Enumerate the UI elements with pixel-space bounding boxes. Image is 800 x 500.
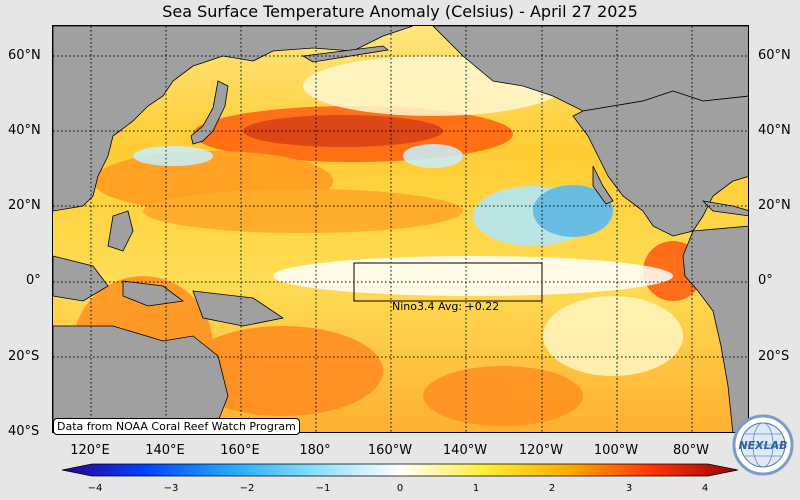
baja-california [592, 165, 614, 205]
new-guinea [192, 290, 285, 327]
colorbar-tick-0: 0 [396, 483, 404, 494]
colorbar-tick-2: 2 [548, 483, 556, 494]
logo-text: NEXLAB [738, 439, 787, 452]
lon-label-140e: 140°E [145, 443, 185, 458]
nexlab-logo: NEXLAB [732, 414, 794, 476]
australia [53, 325, 229, 432]
sst-anomaly-map [52, 25, 749, 433]
lat-label-20s-right: 20°S [758, 349, 790, 364]
colorbar-ramp [62, 463, 738, 477]
nino34-avg-label: Nino3.4 Avg: +0.22 [392, 300, 500, 313]
map-title: Sea Surface Temperature Anomaly (Celsius… [162, 2, 638, 21]
colorbar-tick-neg3: −3 [163, 483, 179, 494]
landmasses [53, 26, 748, 432]
colorbar-tick-1: 1 [472, 483, 480, 494]
lat-label-40s-left: 40°S [8, 424, 40, 439]
lon-label-180: 180° [299, 443, 331, 458]
japan [190, 80, 229, 145]
lon-label-120w: 120°W [518, 443, 564, 458]
lat-label-40n-right: 40°N [758, 123, 791, 138]
lon-label-120e: 120°E [70, 443, 110, 458]
cool-anomalies [133, 56, 748, 376]
lon-label-100w: 100°W [593, 443, 639, 458]
colorbar-tick-neg2: −2 [239, 483, 255, 494]
data-credit-box: Data from NOAA Coral Reef Watch Program [53, 418, 300, 435]
lat-label-eq-left: 0° [26, 273, 41, 288]
colorbar-tick-neg1: −1 [315, 483, 331, 494]
lon-label-160w: 160°W [367, 443, 413, 458]
lat-label-60n-left: 60°N [8, 48, 41, 63]
lat-label-eq-right: 0° [758, 273, 773, 288]
lon-label-160e: 160°E [220, 443, 260, 458]
lon-label-80w: 80°W [673, 443, 709, 458]
lon-label-140w: 140°W [442, 443, 488, 458]
map-svg [53, 26, 748, 432]
aleutian-islands [301, 45, 389, 63]
colorbar-tick-4: 4 [701, 483, 709, 494]
philippines [107, 210, 134, 252]
colorbar [62, 463, 738, 477]
lat-label-20n-right: 20°N [758, 198, 791, 213]
colorbar-tick-neg4: −4 [87, 483, 103, 494]
lat-label-20n-left: 20°N [8, 198, 41, 213]
lat-label-40n-left: 40°N [8, 123, 41, 138]
graticule [53, 26, 748, 432]
lat-label-60n-right: 60°N [758, 48, 791, 63]
globe-icon [741, 422, 785, 468]
lat-label-20s-left: 20°S [8, 349, 40, 364]
colorbar-tick-3: 3 [625, 483, 633, 494]
south-america [682, 225, 748, 432]
caribbean-islands [701, 200, 748, 217]
borneo [53, 255, 109, 302]
